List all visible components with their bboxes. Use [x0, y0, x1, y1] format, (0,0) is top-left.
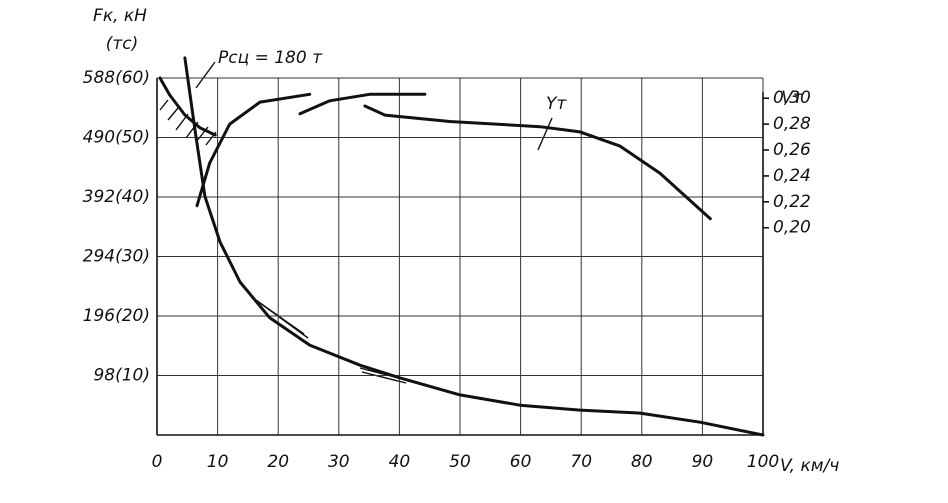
x-tick-label: 0: [152, 452, 163, 472]
x-tick-label: 20: [267, 452, 289, 472]
curve: [158, 76, 217, 137]
y2-tick-label: 0,26: [773, 140, 811, 160]
y-axis-unit: (тс): [106, 34, 139, 54]
y2-tick-label: 0,22: [773, 192, 811, 212]
x-tick-label: 50: [449, 452, 471, 472]
y-tick-label: 196(20): [83, 306, 150, 326]
x-axis-title: V, км/ч: [780, 456, 839, 476]
y2-axis-title: Vт: [781, 88, 804, 108]
curve: [195, 92, 712, 221]
y-tick-label: 490(50): [83, 127, 150, 147]
x-tick-label: 40: [389, 452, 411, 472]
y-tick-label: 98(10): [93, 365, 150, 385]
y2-tick-label: 0,28: [773, 114, 811, 134]
x-tick-label: 90: [692, 452, 714, 472]
y-tick-label: 588(60): [83, 68, 150, 88]
leader-line: [195, 61, 216, 89]
y-tick-label: 294(30): [83, 246, 150, 266]
x-tick-label: 30: [328, 452, 350, 472]
x-tick-label: 10: [207, 452, 229, 472]
marker-strokes: [255, 299, 411, 384]
y2-tick-label: 0,24: [773, 166, 811, 186]
y-axis-title: Fк, кН: [93, 6, 147, 26]
annotation: Yт: [546, 94, 567, 114]
y2-tick-label: 0,20: [773, 218, 811, 238]
x-tick-label: 60: [510, 452, 532, 472]
y2-tick-label: 0,30: [773, 88, 811, 108]
hatching: [159, 99, 217, 146]
y-tick-label: 392(40): [83, 187, 150, 207]
annotation: Pсц = 180 т: [218, 48, 323, 68]
x-tick-label: 70: [570, 452, 592, 472]
leader-line: [537, 117, 553, 151]
x-tick-label: 100: [747, 452, 779, 472]
curve: [183, 56, 765, 437]
x-tick-label: 80: [631, 452, 653, 472]
